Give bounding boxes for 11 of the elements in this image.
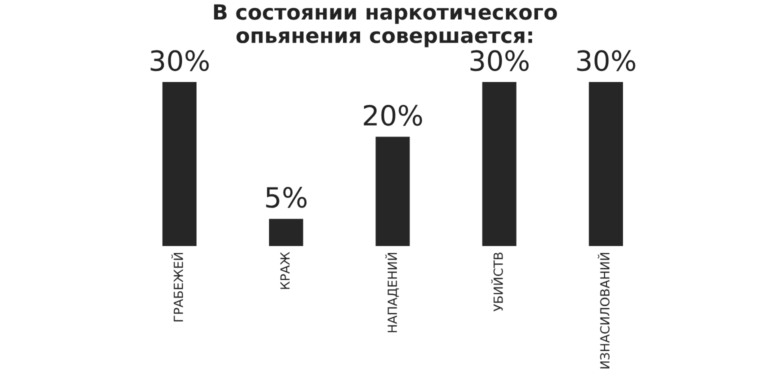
data-label: 20%: [364, 104, 422, 126]
x-tick-label: УБИЙСТВ: [491, 252, 503, 312]
data-label: 30%: [577, 50, 636, 72]
data-label: 5%: [266, 186, 307, 208]
x-tick-label: КРАЖ: [280, 252, 290, 289]
x-tick-label: ГРАБЕЖЕЙ: [171, 252, 183, 322]
data-label: 30%: [150, 50, 209, 72]
data-label: 30%: [470, 50, 529, 72]
x-tick-label: ИЗНАСИЛОВАНИЙ: [598, 252, 610, 368]
chart-title: В состоянии наркотического опьянения совершается:: [214, 4, 557, 48]
x-tick-label: НАПАДЕНИЙ: [385, 252, 399, 332]
